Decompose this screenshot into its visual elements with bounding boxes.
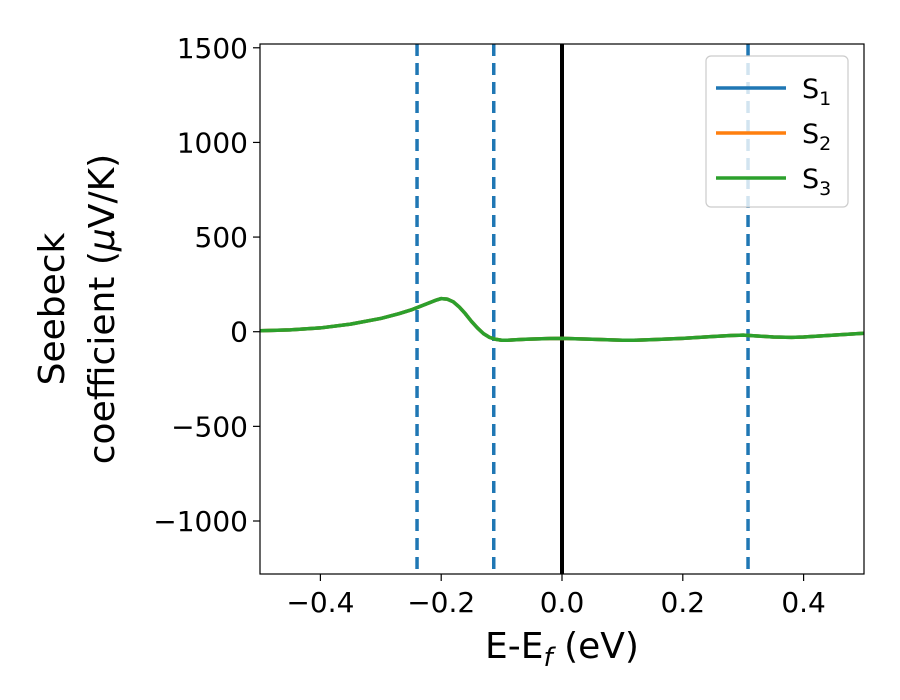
- x-tick-label: −0.4: [286, 586, 354, 619]
- legend-label-s3: S3: [802, 164, 831, 200]
- series-lines: [259, 296, 865, 342]
- x-tick-label: −0.2: [407, 586, 475, 619]
- x-axis-label: E-Ef (eV): [485, 626, 639, 673]
- y-axis-ticks: −1000 −500 0 500 1000 1500: [153, 32, 260, 538]
- legend-label-s2: S2: [802, 119, 831, 155]
- y-axis-label-line-1: Seebeck: [32, 232, 73, 385]
- x-tick-label: 0.4: [781, 586, 826, 619]
- y-tick-label: 0: [230, 316, 248, 349]
- x-tick-label: 0.0: [540, 586, 585, 619]
- x-tick-label: 0.2: [661, 586, 706, 619]
- y-tick-label: 1000: [177, 126, 248, 159]
- y-tick-label: −1000: [153, 505, 248, 538]
- legend-label-s1: S1: [802, 74, 831, 110]
- legend: S1 S2 S3: [705, 55, 849, 208]
- series-line-s3: [259, 296, 865, 342]
- y-tick-label: −500: [171, 410, 248, 443]
- y-axis-label-line-2: coefficient (μV/K): [82, 154, 123, 464]
- x-axis-ticks: −0.4 −0.2 0.0 0.2 0.4: [286, 574, 826, 619]
- y-tick-label: 1500: [177, 32, 248, 65]
- vertical-reference-lines: [415, 44, 750, 574]
- y-tick-label: 500: [195, 221, 248, 254]
- y-axis-label: Seebeck coefficient (μV/K): [32, 154, 123, 464]
